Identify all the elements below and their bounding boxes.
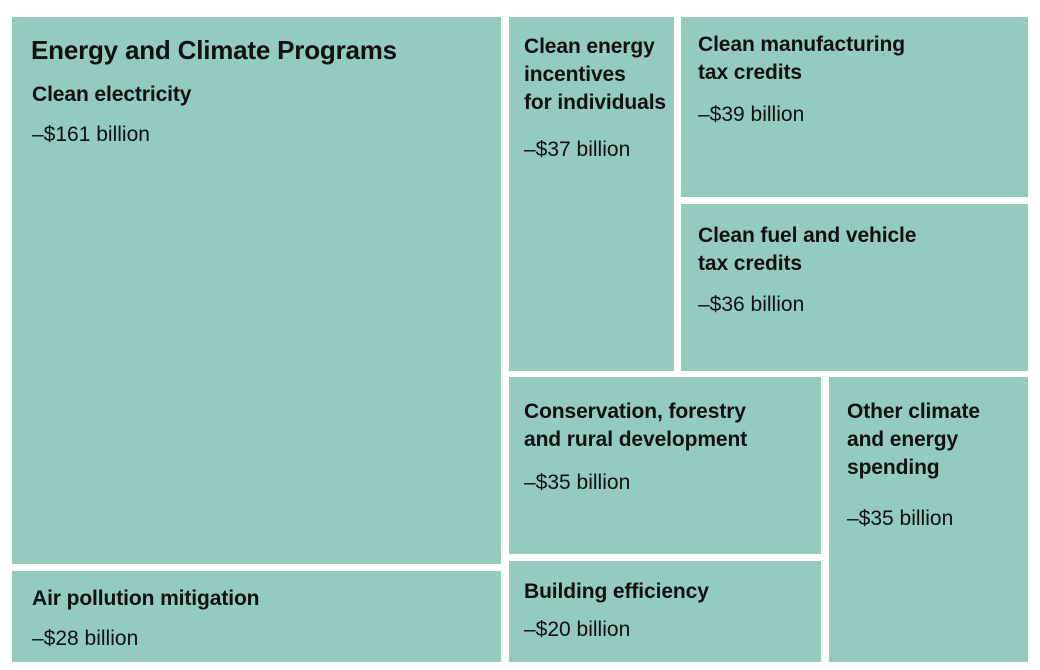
cell-label: Clean electricity bbox=[32, 81, 191, 109]
cell-label: Clean manufacturing tax credits bbox=[698, 31, 905, 87]
cell-label: Other climate and energy spending bbox=[847, 398, 980, 482]
cell-value: –$28 billion bbox=[32, 627, 139, 650]
cell-value: –$39 billion bbox=[698, 103, 805, 126]
cell-value: –$35 billion bbox=[524, 471, 631, 494]
treemap-cell-conservation: Conservation, forestry and rural developm… bbox=[509, 377, 821, 554]
chart-title: Energy and Climate Programs bbox=[31, 35, 397, 65]
cell-label-line: Building efficiency bbox=[524, 580, 709, 603]
cell-label: Air pollution mitigation bbox=[32, 585, 260, 613]
cell-label-line: for individuals bbox=[524, 91, 667, 114]
cell-label-line: Air pollution mitigation bbox=[32, 587, 260, 610]
treemap-cell-clean-electricity: Clean electricity –$161 billion bbox=[12, 17, 501, 564]
cell-label-line: Other climate bbox=[847, 400, 980, 423]
cell-label-line: Conservation, forestry bbox=[524, 400, 746, 423]
treemap-cell-clean-manufacturing: Clean manufacturing tax credits –$39 billi… bbox=[681, 17, 1028, 197]
cell-label: Building efficiency bbox=[524, 578, 709, 606]
cell-label-line: Clean energy bbox=[524, 35, 655, 58]
treemap-cell-clean-energy-individuals: Clean energy incentives for individuals –$3… bbox=[509, 17, 674, 371]
cell-label-line: and energy bbox=[847, 428, 959, 451]
cell-value: –$37 billion bbox=[524, 138, 631, 161]
treemap-cell-other-climate: Other climate and energy spending –$35 bill… bbox=[829, 377, 1028, 662]
cell-value: –$36 billion bbox=[698, 293, 805, 316]
cell-label-line: spending bbox=[847, 456, 940, 479]
cell-label-line: tax credits bbox=[698, 61, 802, 84]
cell-value: –$20 billion bbox=[524, 618, 631, 641]
cell-label-line: and rural development bbox=[524, 428, 748, 451]
cell-label-line: Clean manufacturing bbox=[698, 33, 905, 56]
cell-value: –$35 billion bbox=[847, 507, 954, 530]
cell-label-line: Clean electricity bbox=[32, 83, 192, 106]
treemap-cell-clean-fuel-vehicle: Clean fuel and vehicle tax credits –$36 bi… bbox=[681, 204, 1028, 371]
treemap-cell-air-pollution: Air pollution mitigation –$28 billion bbox=[12, 571, 501, 662]
cell-label: Conservation, forestry and rural developm… bbox=[524, 398, 747, 454]
cell-label: Clean fuel and vehicle tax credits bbox=[698, 222, 916, 278]
cell-label-line: Clean fuel and vehicle bbox=[698, 224, 917, 247]
cell-label: Clean energy incentives for individuals bbox=[524, 33, 666, 117]
cell-label-line: incentives bbox=[524, 63, 626, 86]
treemap-cell-building-efficiency: Building efficiency –$20 billion bbox=[509, 561, 821, 662]
cell-label-line: tax credits bbox=[698, 252, 802, 275]
cell-value: –$161 billion bbox=[32, 123, 150, 146]
